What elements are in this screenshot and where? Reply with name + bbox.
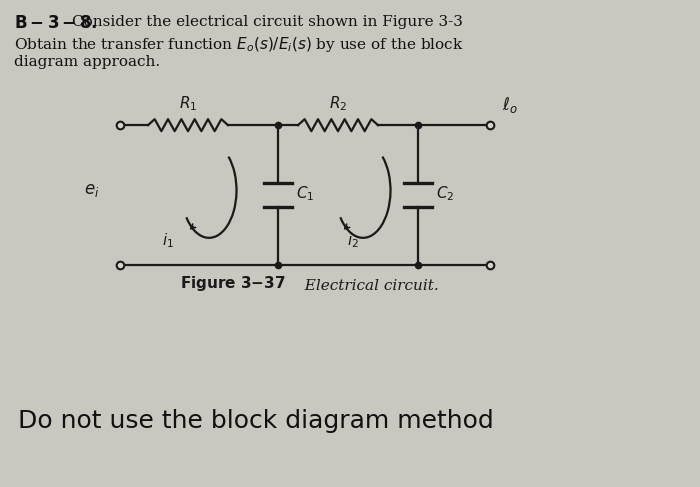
Text: $i_2$: $i_2$ xyxy=(347,231,359,250)
Text: $C_2$: $C_2$ xyxy=(436,184,454,203)
Text: Do not use the block diagram method: Do not use the block diagram method xyxy=(18,409,493,433)
Text: $e_i$: $e_i$ xyxy=(84,182,99,199)
Text: Obtain the transfer function $E_o(s)/E_i(s)$ by use of the block: Obtain the transfer function $E_o(s)/E_i… xyxy=(14,35,464,54)
Text: $\ell_o$: $\ell_o$ xyxy=(502,95,518,115)
Text: $\mathbf{Figure\ 3{-}37}$: $\mathbf{Figure\ 3{-}37}$ xyxy=(180,274,286,294)
Text: $R_1$: $R_1$ xyxy=(178,94,197,113)
Text: $i_1$: $i_1$ xyxy=(162,231,174,250)
Text: $R_2$: $R_2$ xyxy=(329,94,347,113)
Text: Electrical circuit.: Electrical circuit. xyxy=(295,280,439,294)
Text: diagram approach.: diagram approach. xyxy=(14,55,160,69)
Text: $C_1$: $C_1$ xyxy=(296,184,314,203)
Text: Consider the electrical circuit shown in Figure 3-3: Consider the electrical circuit shown in… xyxy=(72,15,463,29)
Text: $\mathbf{B-3-8.}$: $\mathbf{B-3-8.}$ xyxy=(14,15,97,32)
